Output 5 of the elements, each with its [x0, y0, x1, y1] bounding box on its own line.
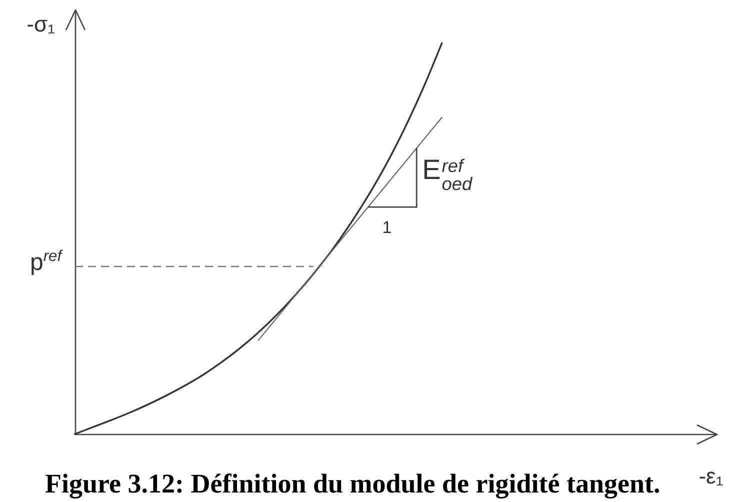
annotation: 1 [382, 218, 392, 237]
y-axis-title: -σ₁ [26, 12, 55, 36]
ref-line-label: p$^{ref}$ [30, 248, 62, 276]
text: Figure 3.12: Définition du module de rigidité tangent. [45, 468, 660, 498]
x-axis-title: -ε₁ [698, 464, 724, 488]
